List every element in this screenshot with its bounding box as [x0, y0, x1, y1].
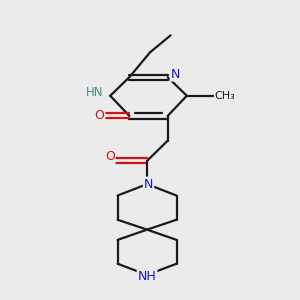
- Text: NH: NH: [138, 270, 156, 283]
- Text: O: O: [105, 150, 115, 163]
- Text: HN: HN: [85, 86, 103, 99]
- Text: O: O: [94, 110, 104, 122]
- Text: N: N: [171, 68, 180, 81]
- Text: N: N: [144, 178, 153, 190]
- Text: CH₃: CH₃: [215, 91, 236, 101]
